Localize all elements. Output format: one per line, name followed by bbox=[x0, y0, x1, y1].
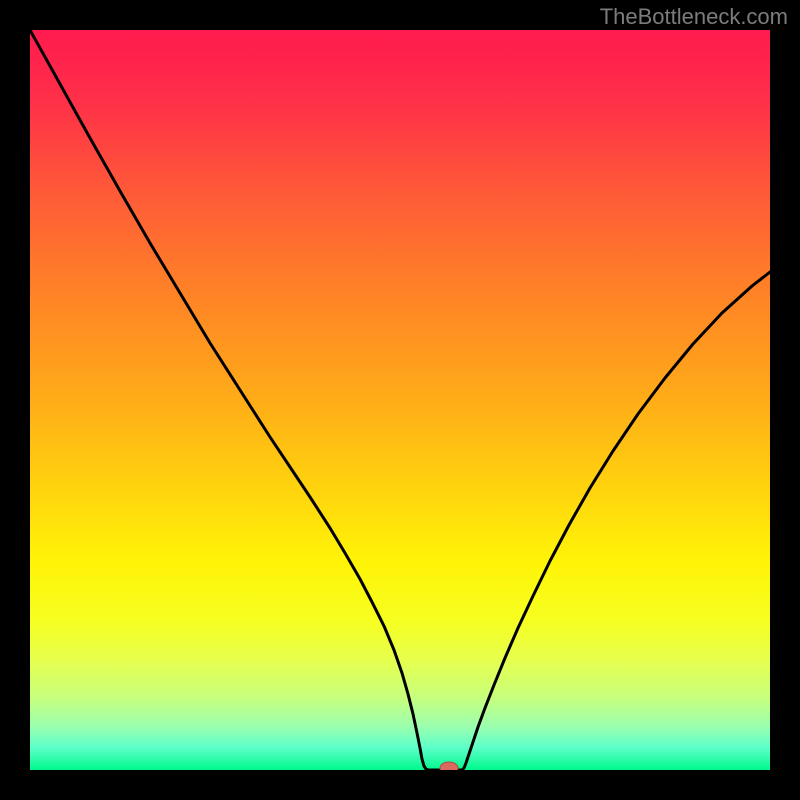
optimal-point-marker bbox=[440, 762, 458, 770]
gradient-background bbox=[30, 30, 770, 770]
plot-area bbox=[30, 30, 770, 770]
chart-container: TheBottleneck.com bbox=[0, 0, 800, 800]
watermark-text: TheBottleneck.com bbox=[600, 4, 788, 30]
chart-svg bbox=[30, 30, 770, 770]
